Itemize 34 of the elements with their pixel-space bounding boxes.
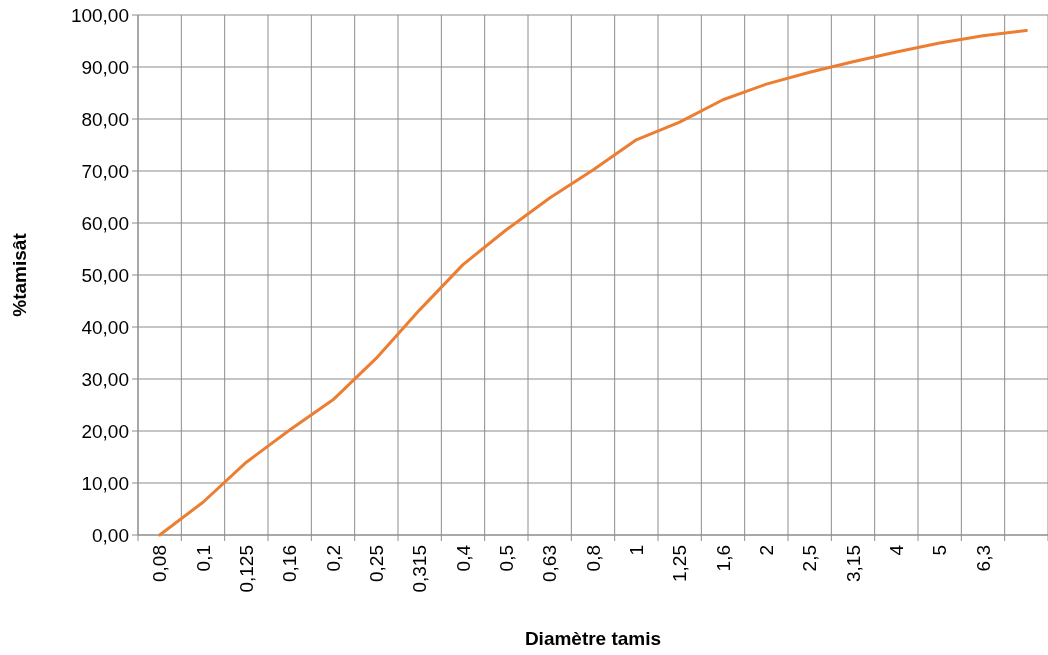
y-tick-label: 20,00 [81, 420, 129, 442]
x-tick-label: 0,5 [495, 545, 517, 572]
line-series [158, 29, 1028, 537]
x-tick-label: 6,3 [972, 545, 994, 572]
x-tick-label: 0,315 [409, 545, 431, 593]
y-tick-label: 90,00 [81, 56, 129, 78]
x-tick-label: 0,4 [452, 544, 474, 572]
x-tick-label: 3,15 [842, 545, 864, 582]
x-tick-label: 2,5 [799, 545, 821, 572]
x-tick-label: 0,125 [235, 545, 257, 593]
x-tick-label: 0,16 [279, 545, 301, 582]
y-axis-title: %tamisât [9, 232, 30, 317]
x-tick-label: 0,63 [539, 545, 561, 582]
y-tick-label: 60,00 [81, 212, 129, 234]
x-tick-label: 2 [755, 545, 777, 556]
y-tick-label: 0,00 [92, 524, 129, 546]
y-tick-label: 100,00 [70, 4, 129, 26]
y-tick-label: 40,00 [81, 316, 129, 338]
y-tick-label: 50,00 [81, 264, 129, 286]
y-tick-label: 10,00 [81, 472, 129, 494]
y-tick-label: 70,00 [81, 160, 129, 182]
x-tick-label: 0,08 [149, 545, 171, 582]
y-tick-label: 30,00 [81, 368, 129, 390]
x-tick-label: 1,25 [669, 545, 691, 582]
x-tick-label: 1 [625, 545, 647, 556]
y-tick-label: 80,00 [81, 108, 129, 130]
x-tick-label: 0,25 [365, 545, 387, 582]
x-tick-label: 0,2 [322, 545, 344, 572]
x-tick-label: 0,8 [582, 545, 604, 572]
x-tick-label: 0,1 [192, 545, 214, 572]
x-tick-label: 4 [885, 544, 907, 556]
x-tick-label: 5 [929, 545, 951, 556]
x-tick-label: 1,6 [712, 545, 734, 572]
x-axis-title: Diamètre tamis [524, 628, 662, 649]
